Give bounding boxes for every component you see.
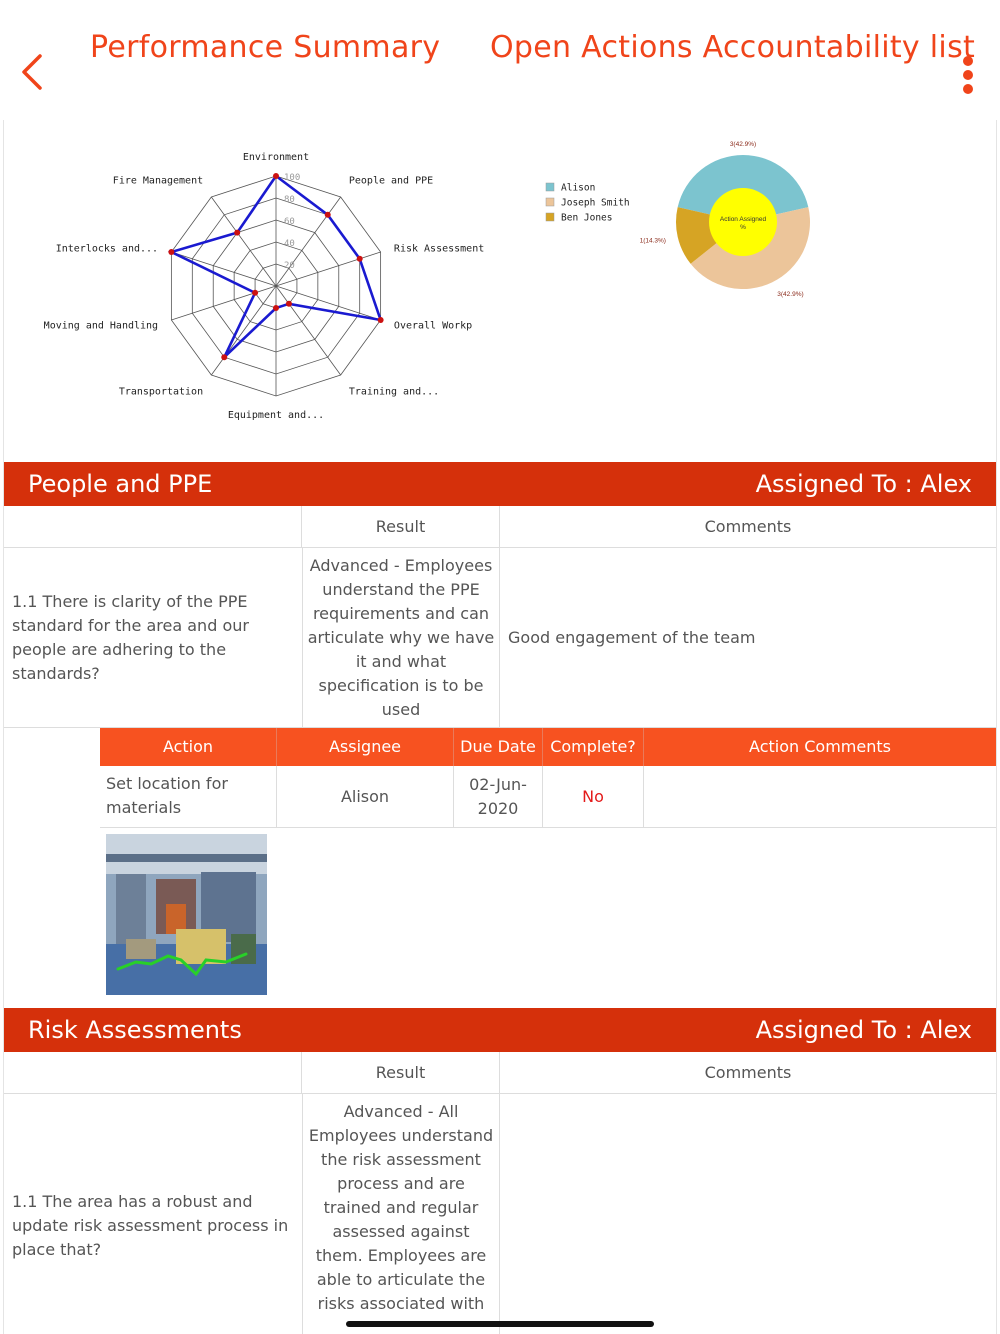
- chevron-left-icon: [22, 54, 42, 90]
- pie-slice-label: 3(42.9%): [730, 141, 756, 148]
- radar-data-point: [234, 229, 241, 236]
- radar-category-label: Transportation: [119, 386, 203, 397]
- radar-tick-label: 100: [284, 173, 300, 183]
- divider: [3, 120, 4, 1334]
- complete-status: No: [543, 766, 644, 828]
- action-comments-column-header: Action Comments: [749, 737, 891, 756]
- header-blank-cell: [4, 1052, 302, 1093]
- radar-spoke: [211, 196, 277, 287]
- pie-center: [709, 188, 777, 256]
- comments-column-header: Comments: [704, 517, 792, 536]
- radar-category-label: Equipment and...: [228, 410, 324, 421]
- home-indicator: [346, 1321, 654, 1327]
- radar-category-label: Overall Workp: [394, 320, 472, 331]
- table-header-row: Result Comments: [4, 1052, 996, 1094]
- table-header-row: Result Comments: [4, 506, 996, 548]
- action-text: Set location for materials: [100, 766, 277, 828]
- assignee-column-header: Assignee: [277, 728, 454, 766]
- assigned-to-label: Assigned To : Alex: [755, 1016, 972, 1044]
- radar-tick-label: 60: [284, 217, 295, 227]
- radar-category-label: Moving and Handling: [44, 320, 158, 331]
- radar-data-point: [252, 289, 259, 296]
- radar-spoke: [171, 251, 277, 287]
- section-title: Risk Assessments: [28, 1016, 242, 1044]
- tab-open-actions[interactable]: Open Actions Accountability list: [490, 30, 976, 65]
- factory-image: [106, 834, 267, 995]
- legend-label: Alison: [561, 183, 595, 194]
- radar-data-point: [324, 211, 331, 218]
- radar-tick-label: 40: [284, 239, 295, 249]
- assigned-to-label: Assigned To : Alex: [755, 470, 972, 498]
- radar-spoke: [171, 285, 277, 321]
- radar-tick-label: 80: [284, 195, 295, 205]
- pie-center-title: %: [740, 224, 746, 231]
- action-comments-text: [644, 766, 996, 828]
- due-date-column-header: Due Date: [454, 728, 543, 766]
- action-row[interactable]: Set location for materials Alison 02-Jun…: [100, 766, 996, 828]
- radar-category-label: Environment: [243, 152, 309, 163]
- result-column-header: Result: [302, 506, 500, 547]
- back-button[interactable]: [16, 52, 50, 92]
- radar-data-point: [377, 316, 384, 323]
- charts-area: 20 40 60 80 100 Environment People and PPE Risk…: [44, 141, 810, 421]
- pie-slice-label: 1(14.3%): [640, 238, 666, 245]
- comments-column-header: Comments: [704, 1063, 792, 1082]
- question-row: 1.1 The area has a robust and update ris…: [4, 1094, 996, 1334]
- section-header-people-ppe: People and PPE Assigned To : Alex: [4, 462, 996, 506]
- radar-category-label: Risk Assessment: [394, 244, 484, 255]
- app-header: Performance Summary Open Actions Account…: [0, 0, 1000, 100]
- tab-performance-summary[interactable]: Performance Summary: [90, 30, 441, 65]
- question-row: 1.1 There is clarity of the PPE standard…: [4, 548, 996, 728]
- radar-data-point: [273, 173, 279, 179]
- question-text: 1.1 The area has a robust and update ris…: [12, 1192, 289, 1259]
- radar-data-point: [168, 249, 175, 256]
- section-title: People and PPE: [28, 470, 213, 498]
- radar-data-point: [356, 255, 363, 262]
- radar-category-label: Training and...: [349, 386, 439, 397]
- radar-spoke: [275, 251, 381, 287]
- radar-spoke: [211, 285, 277, 376]
- radar-spoke: [275, 285, 341, 376]
- comment-text: Good engagement of the team: [508, 628, 756, 647]
- result-text: Advanced - All Employees understand the …: [302, 1094, 500, 1334]
- legend-label: Joseph Smith: [561, 198, 630, 209]
- radar-spoke: [275, 196, 341, 287]
- radar-data-point: [221, 354, 228, 361]
- assignee-text: Alison: [277, 766, 454, 828]
- complete-column-header: Complete?: [543, 728, 644, 766]
- radar-data-point: [285, 300, 292, 307]
- action-table-header: Action Assignee Due Date Complete? Actio…: [100, 728, 996, 766]
- header-blank-cell: [4, 506, 302, 547]
- question-text: 1.1 There is clarity of the PPE standard…: [12, 592, 249, 683]
- radar-tick-label: 20: [284, 261, 295, 271]
- result-column-header: Result: [302, 1052, 500, 1093]
- divider: [996, 120, 997, 1334]
- legend-swatch: [545, 212, 555, 222]
- radar-category-label: Interlocks and...: [56, 244, 158, 255]
- result-text: Advanced - Employees understand the PPE …: [302, 548, 500, 727]
- pie-center-title: Action Assigned: [720, 216, 767, 223]
- section-header-risk-assessments: Risk Assessments Assigned To : Alex: [4, 1008, 996, 1052]
- radar-category-label: Fire Management: [113, 176, 203, 187]
- due-date-text: 02-Jun-2020: [454, 766, 543, 828]
- kebab-menu-icon[interactable]: [960, 56, 976, 94]
- pie-slice-label: 3(42.9%): [777, 291, 803, 298]
- legend-swatch: [545, 197, 555, 207]
- radar-spoke: [275, 285, 381, 321]
- action-photo-thumbnail[interactable]: [106, 834, 267, 995]
- action-column-header: Action: [100, 728, 277, 766]
- legend-label: Ben Jones: [561, 213, 612, 224]
- legend-swatch: [545, 182, 555, 192]
- radar-category-label: People and PPE: [349, 176, 433, 187]
- radar-data-point: [273, 305, 279, 311]
